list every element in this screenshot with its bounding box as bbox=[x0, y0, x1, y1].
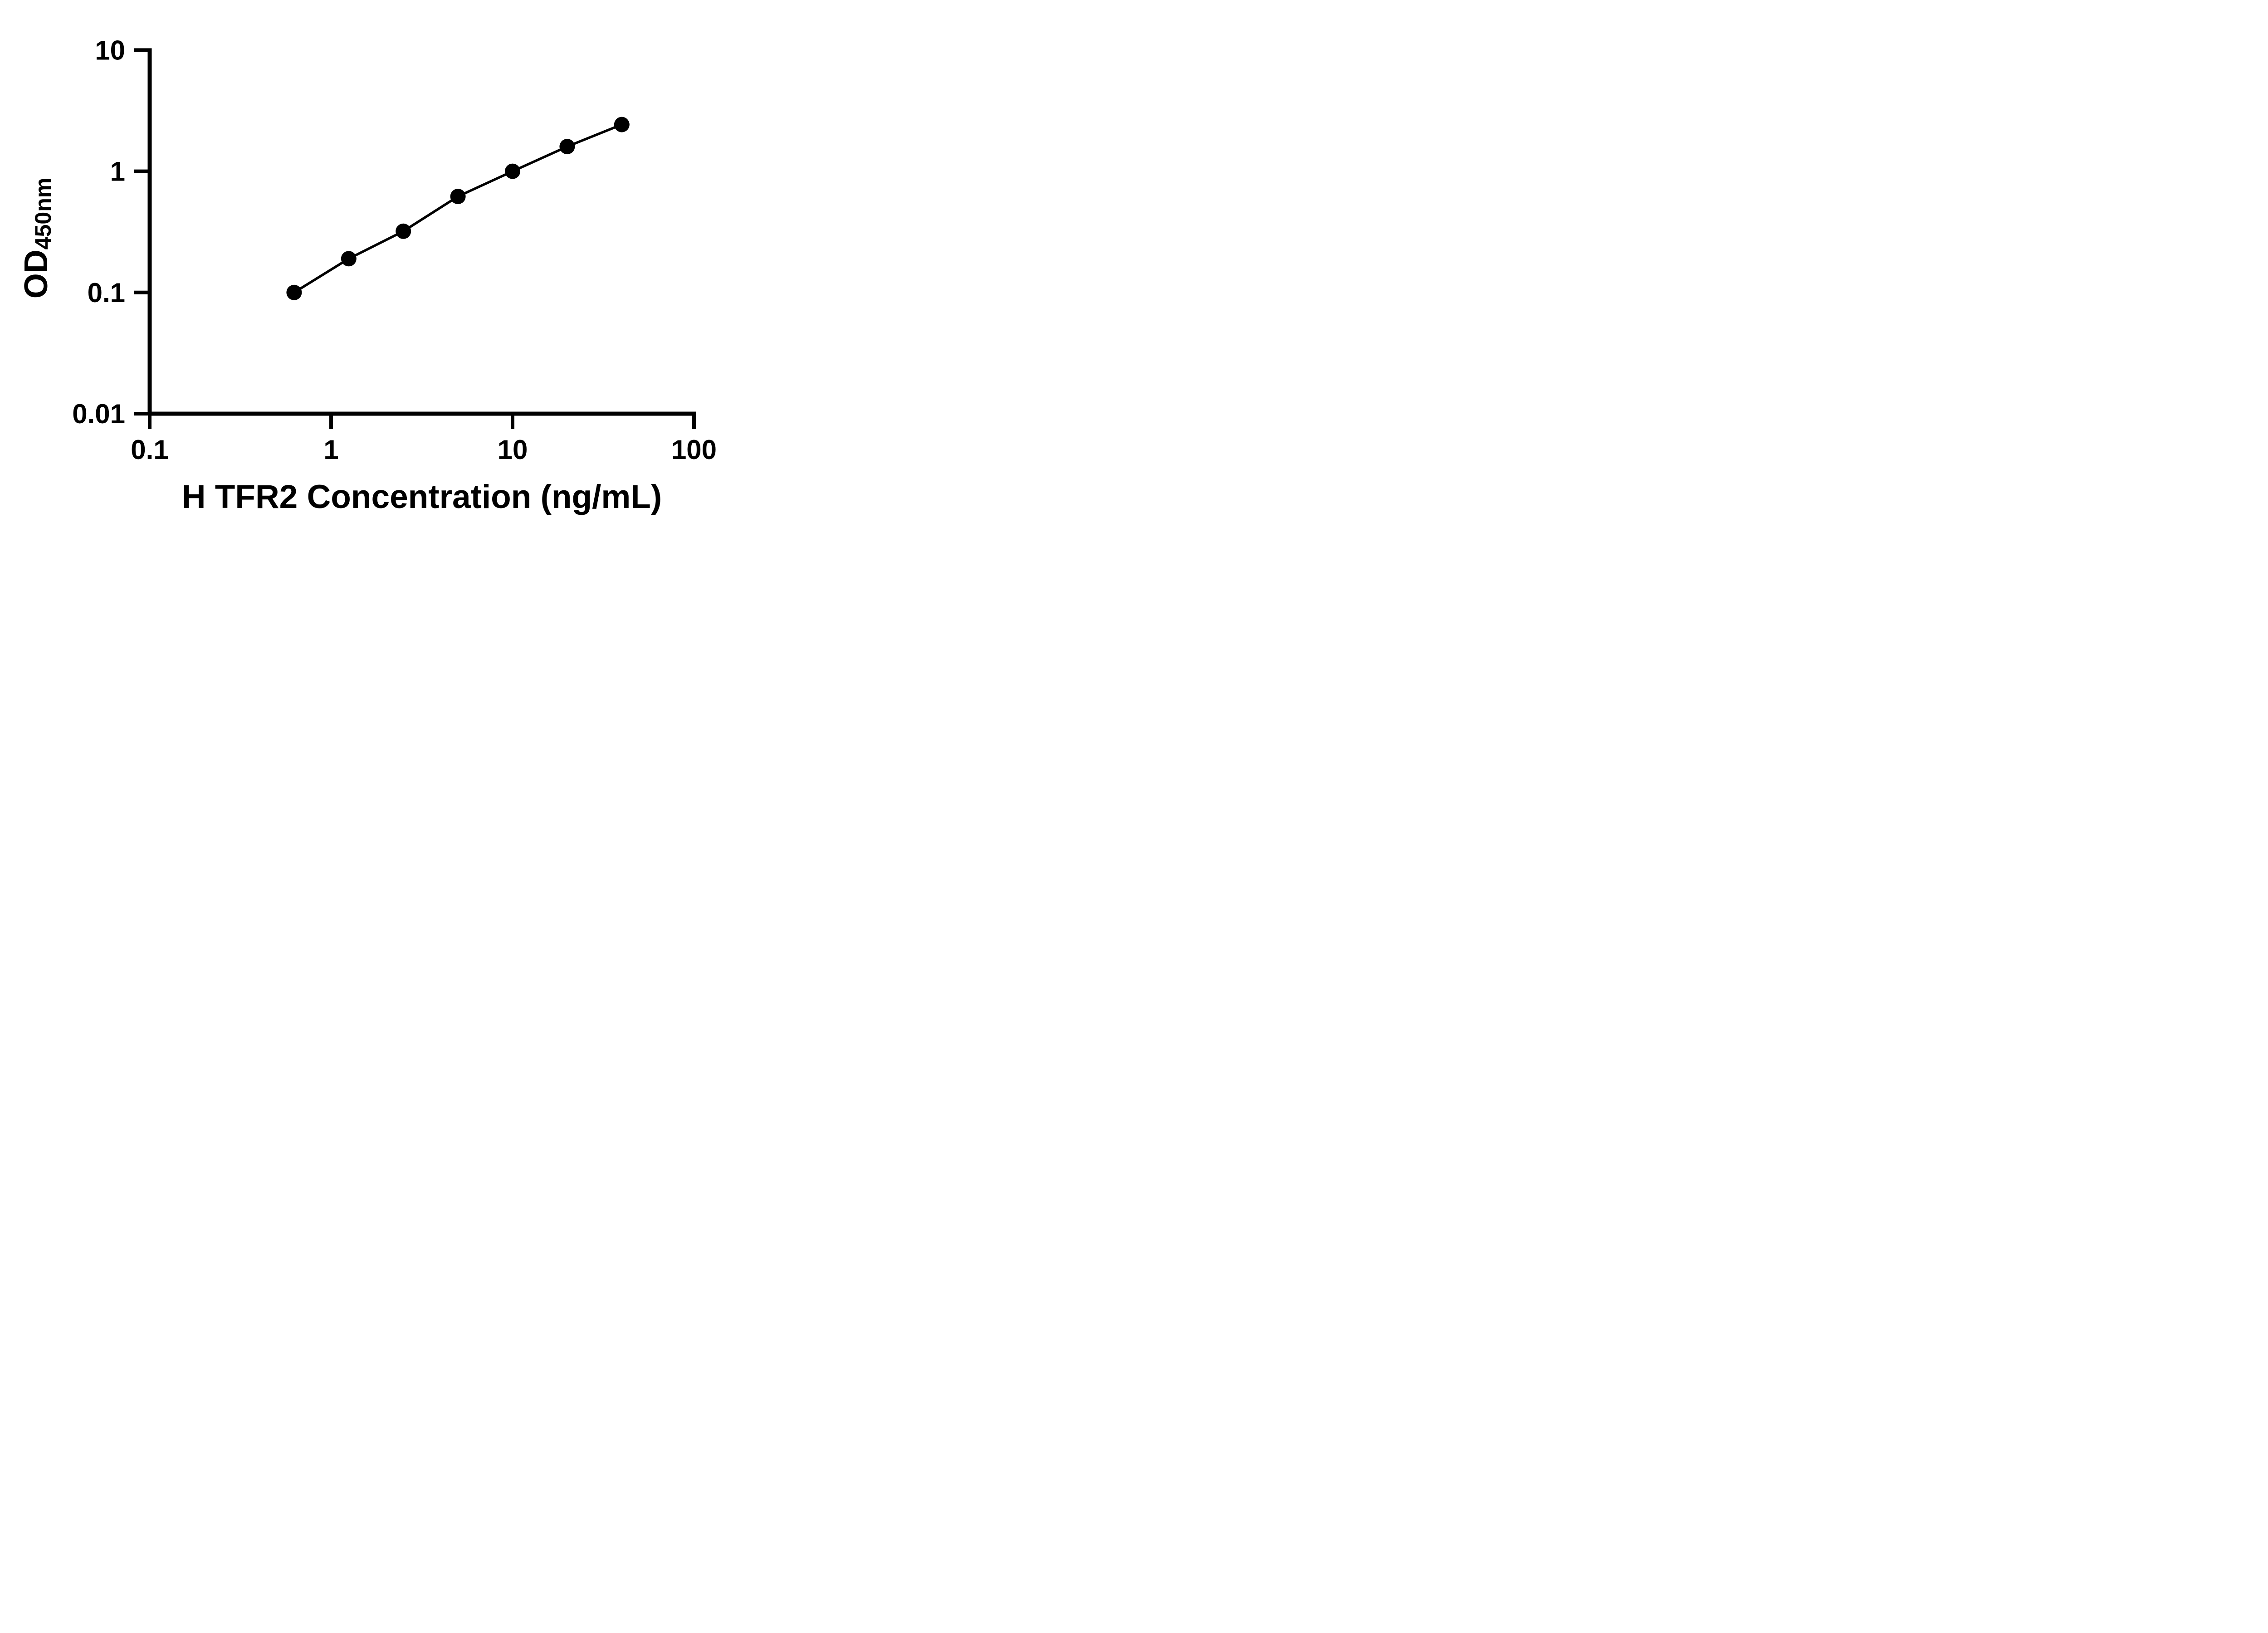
elisa-standard-curve-figure: 0.01 0.1 1 10 0.1 1 10 100 H TFR2 Concentratio… bbox=[0, 0, 777, 544]
y-tick-label: 0.01 bbox=[72, 399, 125, 429]
data-point bbox=[396, 223, 411, 239]
data-point bbox=[450, 189, 466, 205]
data-point bbox=[341, 251, 357, 267]
x-tick-label: 1 bbox=[323, 435, 338, 465]
data-point bbox=[614, 117, 630, 132]
x-tick-label: 0.1 bbox=[131, 435, 168, 465]
y-tick-label: 1 bbox=[110, 156, 125, 187]
data-points bbox=[286, 117, 630, 300]
x-tick-label: 10 bbox=[498, 435, 528, 465]
y-axis-title-main: OD bbox=[18, 249, 54, 298]
data-point bbox=[559, 139, 575, 155]
x-axis-ticks: 0.1 1 10 100 bbox=[131, 411, 717, 465]
y-axis-title-subscript: 450nm bbox=[30, 178, 56, 249]
y-tick-label: 10 bbox=[95, 35, 125, 65]
x-tick-label: 100 bbox=[671, 435, 717, 465]
data-point bbox=[505, 163, 520, 179]
y-axis-ticks: 0.01 0.1 1 10 bbox=[72, 35, 152, 429]
y-tick-label: 0.1 bbox=[88, 278, 125, 308]
y-axis-title: OD450nm bbox=[18, 178, 56, 298]
data-point bbox=[286, 284, 302, 300]
x-axis-title: H TFR2 Concentration (ng/mL) bbox=[182, 479, 662, 515]
